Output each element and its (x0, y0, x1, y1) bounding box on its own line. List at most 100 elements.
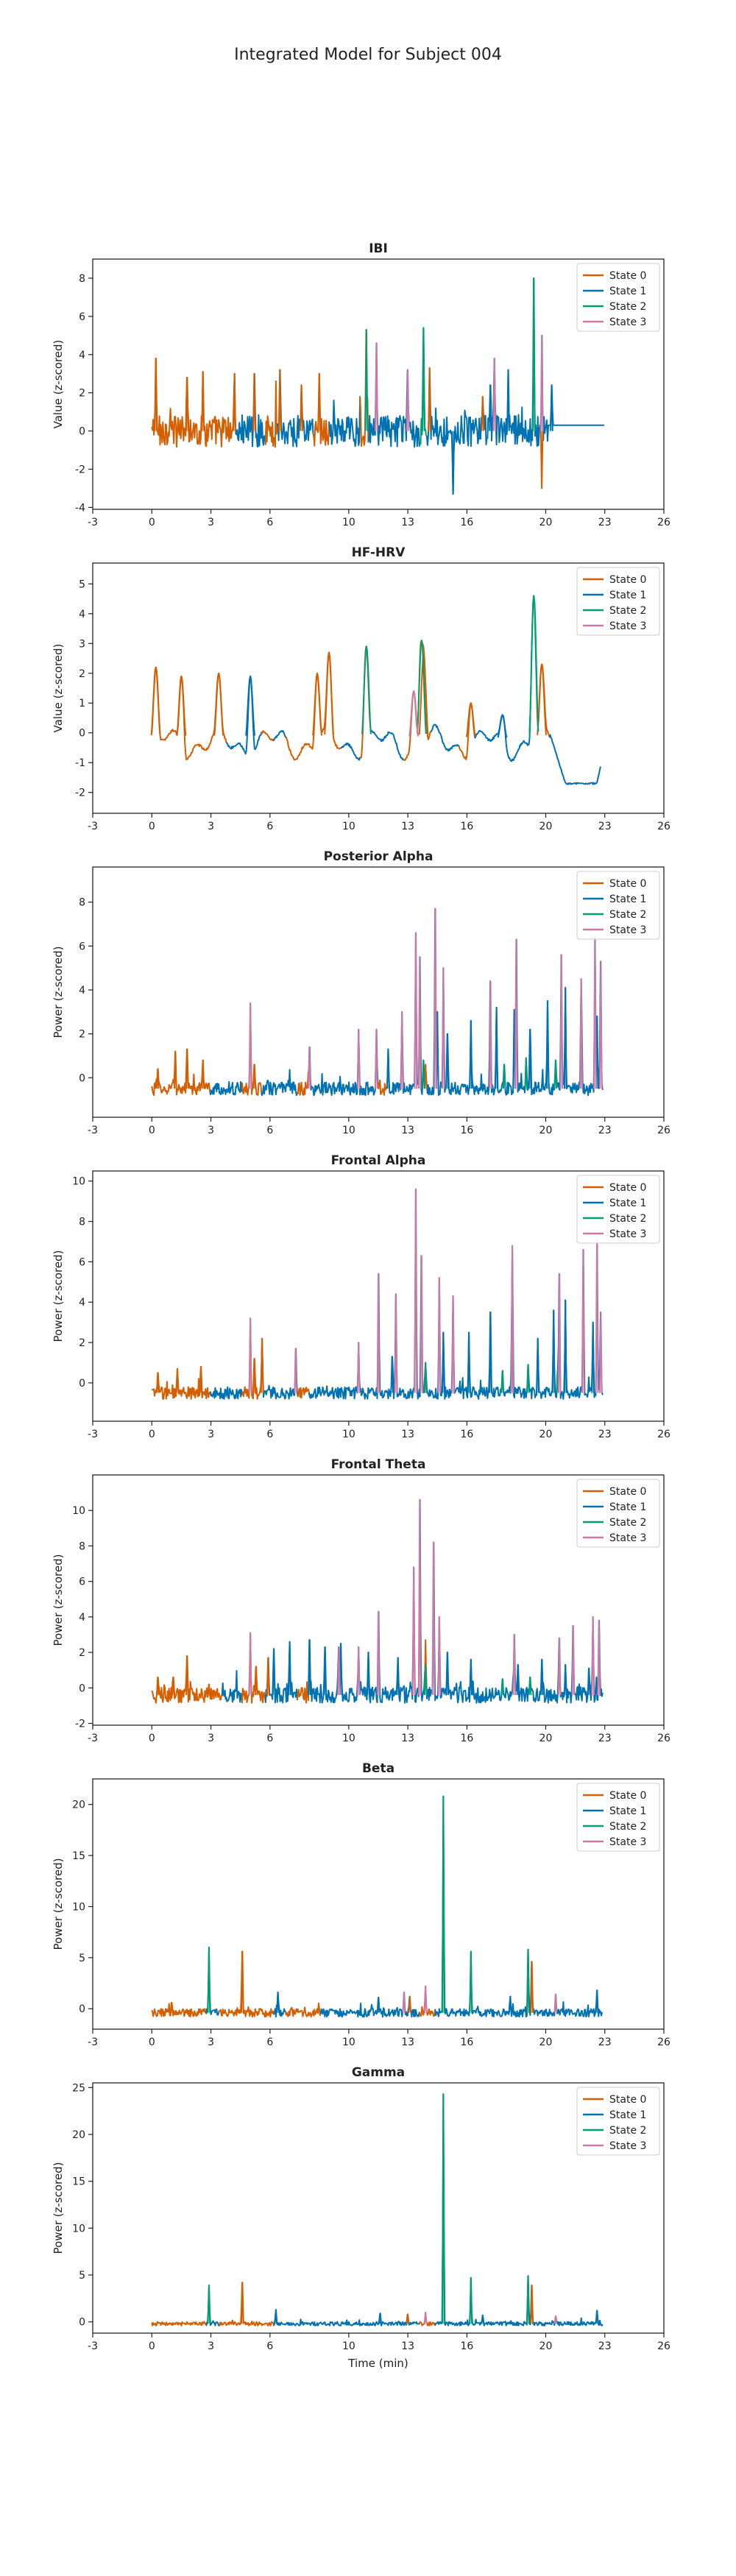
spike-state-0 (324, 651, 334, 735)
y-tick-label: 5 (79, 2270, 85, 2282)
x-tick-label: 3 (208, 517, 214, 528)
spike-state-3 (376, 1273, 381, 1393)
spike-state-0 (481, 395, 485, 431)
series-line-state-0 (264, 380, 279, 448)
series-line-state-0 (312, 372, 330, 447)
x-tick-label: 20 (539, 517, 553, 528)
legend-label-state-3: State 3 (609, 316, 646, 328)
spike-state-1 (451, 431, 455, 495)
plot-lines (150, 595, 601, 785)
x-tick-label: 0 (149, 1733, 155, 1744)
spike-state-0 (156, 1372, 160, 1393)
legend-box (576, 1783, 660, 1852)
x-tick-label: 26 (657, 2340, 670, 2352)
x-tick-label: 10 (342, 821, 355, 832)
y-axis-label: Power (z-scored) (52, 1250, 65, 1342)
x-tick-label: 13 (401, 1429, 414, 1440)
x-tick-label: -3 (88, 821, 98, 832)
legend-label-state-1: State 1 (609, 894, 646, 905)
y-tick-label: 8 (79, 1217, 85, 1228)
spike-state-3 (595, 1239, 599, 1393)
x-tick-label: 10 (342, 2340, 355, 2352)
legend-label-state-2: State 2 (609, 301, 646, 313)
x-tick-label: -3 (88, 1125, 98, 1136)
spike-state-3 (248, 1317, 252, 1393)
spike-state-2 (442, 2093, 445, 2324)
x-tick-label: 23 (598, 517, 612, 528)
series-line-state-0 (296, 1387, 311, 1399)
plot-frame (92, 562, 665, 814)
spike-state-2 (207, 2285, 211, 2324)
spike-state-2 (528, 1676, 532, 1696)
spike-state-1 (591, 1321, 595, 1393)
spike-state-2 (526, 2275, 530, 2324)
spike-state-3 (553, 2315, 558, 2324)
spike-state-1 (390, 1356, 394, 1393)
spike-state-3 (248, 1632, 252, 1696)
x-tick-label: 23 (598, 821, 612, 832)
y-tick-label: 10 (72, 1901, 85, 1913)
y-tick-label: 4 (79, 1612, 85, 1624)
spike-state-0 (171, 1676, 175, 1696)
spike-state-3 (597, 1619, 601, 1696)
y-tick-label: 0 (79, 1072, 85, 1084)
series-line-state-0 (296, 1640, 311, 1704)
x-tick-label: 13 (401, 2340, 414, 2352)
x-tick-label: 3 (208, 1125, 214, 1136)
y-tick-label: 4 (79, 350, 85, 361)
x-tick-label: -3 (88, 1429, 98, 1440)
spike-state-2 (207, 1947, 211, 2013)
spike-state-1 (469, 1658, 473, 1696)
spike-state-3 (571, 1625, 576, 1696)
spike-state-3 (417, 956, 422, 1089)
series-line-state-1 (264, 1641, 299, 1704)
x-tick-label: 23 (598, 2340, 612, 2352)
y-tick-label: 3 (79, 638, 85, 650)
y-axis-label: Value (z-scored) (52, 644, 65, 733)
spike-state-0 (539, 431, 544, 489)
spike-state-0 (201, 371, 205, 431)
x-tick-label: 13 (401, 517, 414, 528)
spike-state-3 (376, 1610, 381, 1696)
spike-state-3 (423, 2312, 428, 2324)
spike-state-3 (510, 1245, 514, 1393)
x-tick-label: 6 (266, 2340, 273, 2352)
legend-label-state-0: State 0 (609, 2094, 646, 2106)
y-tick-label: 5 (79, 1953, 85, 1964)
series-line-state-0 (241, 1632, 267, 1704)
x-tick-label: 0 (149, 821, 155, 832)
y-tick-label: 15 (72, 1850, 85, 1862)
plot-beta: Beta 0 5 10 15 20 -3 0 3 6 10 13 16 20 23 26 Power (z-sc… (52, 1761, 670, 2048)
spike-state-3 (423, 1985, 428, 2013)
plot-title: Frontal Theta (331, 1457, 426, 1472)
spike-state-2 (500, 1678, 504, 1696)
spike-state-3 (591, 1616, 595, 1696)
spike-state-1 (245, 675, 255, 736)
spike-state-1 (550, 384, 553, 431)
spike-state-1 (497, 714, 508, 738)
spike-state-3 (308, 1046, 311, 1089)
series-line-state-0 (403, 640, 433, 761)
y-tick-label: 10 (72, 2223, 85, 2234)
y-tick-label: 20 (72, 2129, 85, 2141)
spike-state-1 (442, 1331, 445, 1393)
x-tick-label: 20 (539, 2037, 553, 2048)
series-line-state-1 (261, 1069, 299, 1097)
x-tick-label: 26 (657, 1125, 670, 1136)
spike-state-0 (317, 372, 322, 431)
y-tick-label: -4 (75, 502, 85, 514)
x-tick-label: 26 (657, 517, 670, 528)
spike-state-3 (553, 1993, 558, 2013)
spike-state-3 (559, 954, 564, 1089)
plot-lines (151, 277, 604, 495)
spike-state-0 (174, 1050, 177, 1089)
series-line-state-0 (241, 1317, 263, 1400)
spike-state-2 (526, 1364, 530, 1393)
y-tick-label: 0 (79, 426, 85, 438)
legend-label-state-1: State 1 (609, 1197, 646, 1209)
legend: State 0 State 1 State 2 State 3 (576, 567, 660, 636)
spike-state-3 (417, 1498, 422, 1696)
plot-ibi: IBI -4 -2 0 2 4 6 8 -3 0 3 6 10 13 16 20 23 26 Value (z-sc… (52, 241, 670, 528)
spike-state-2 (364, 329, 369, 431)
